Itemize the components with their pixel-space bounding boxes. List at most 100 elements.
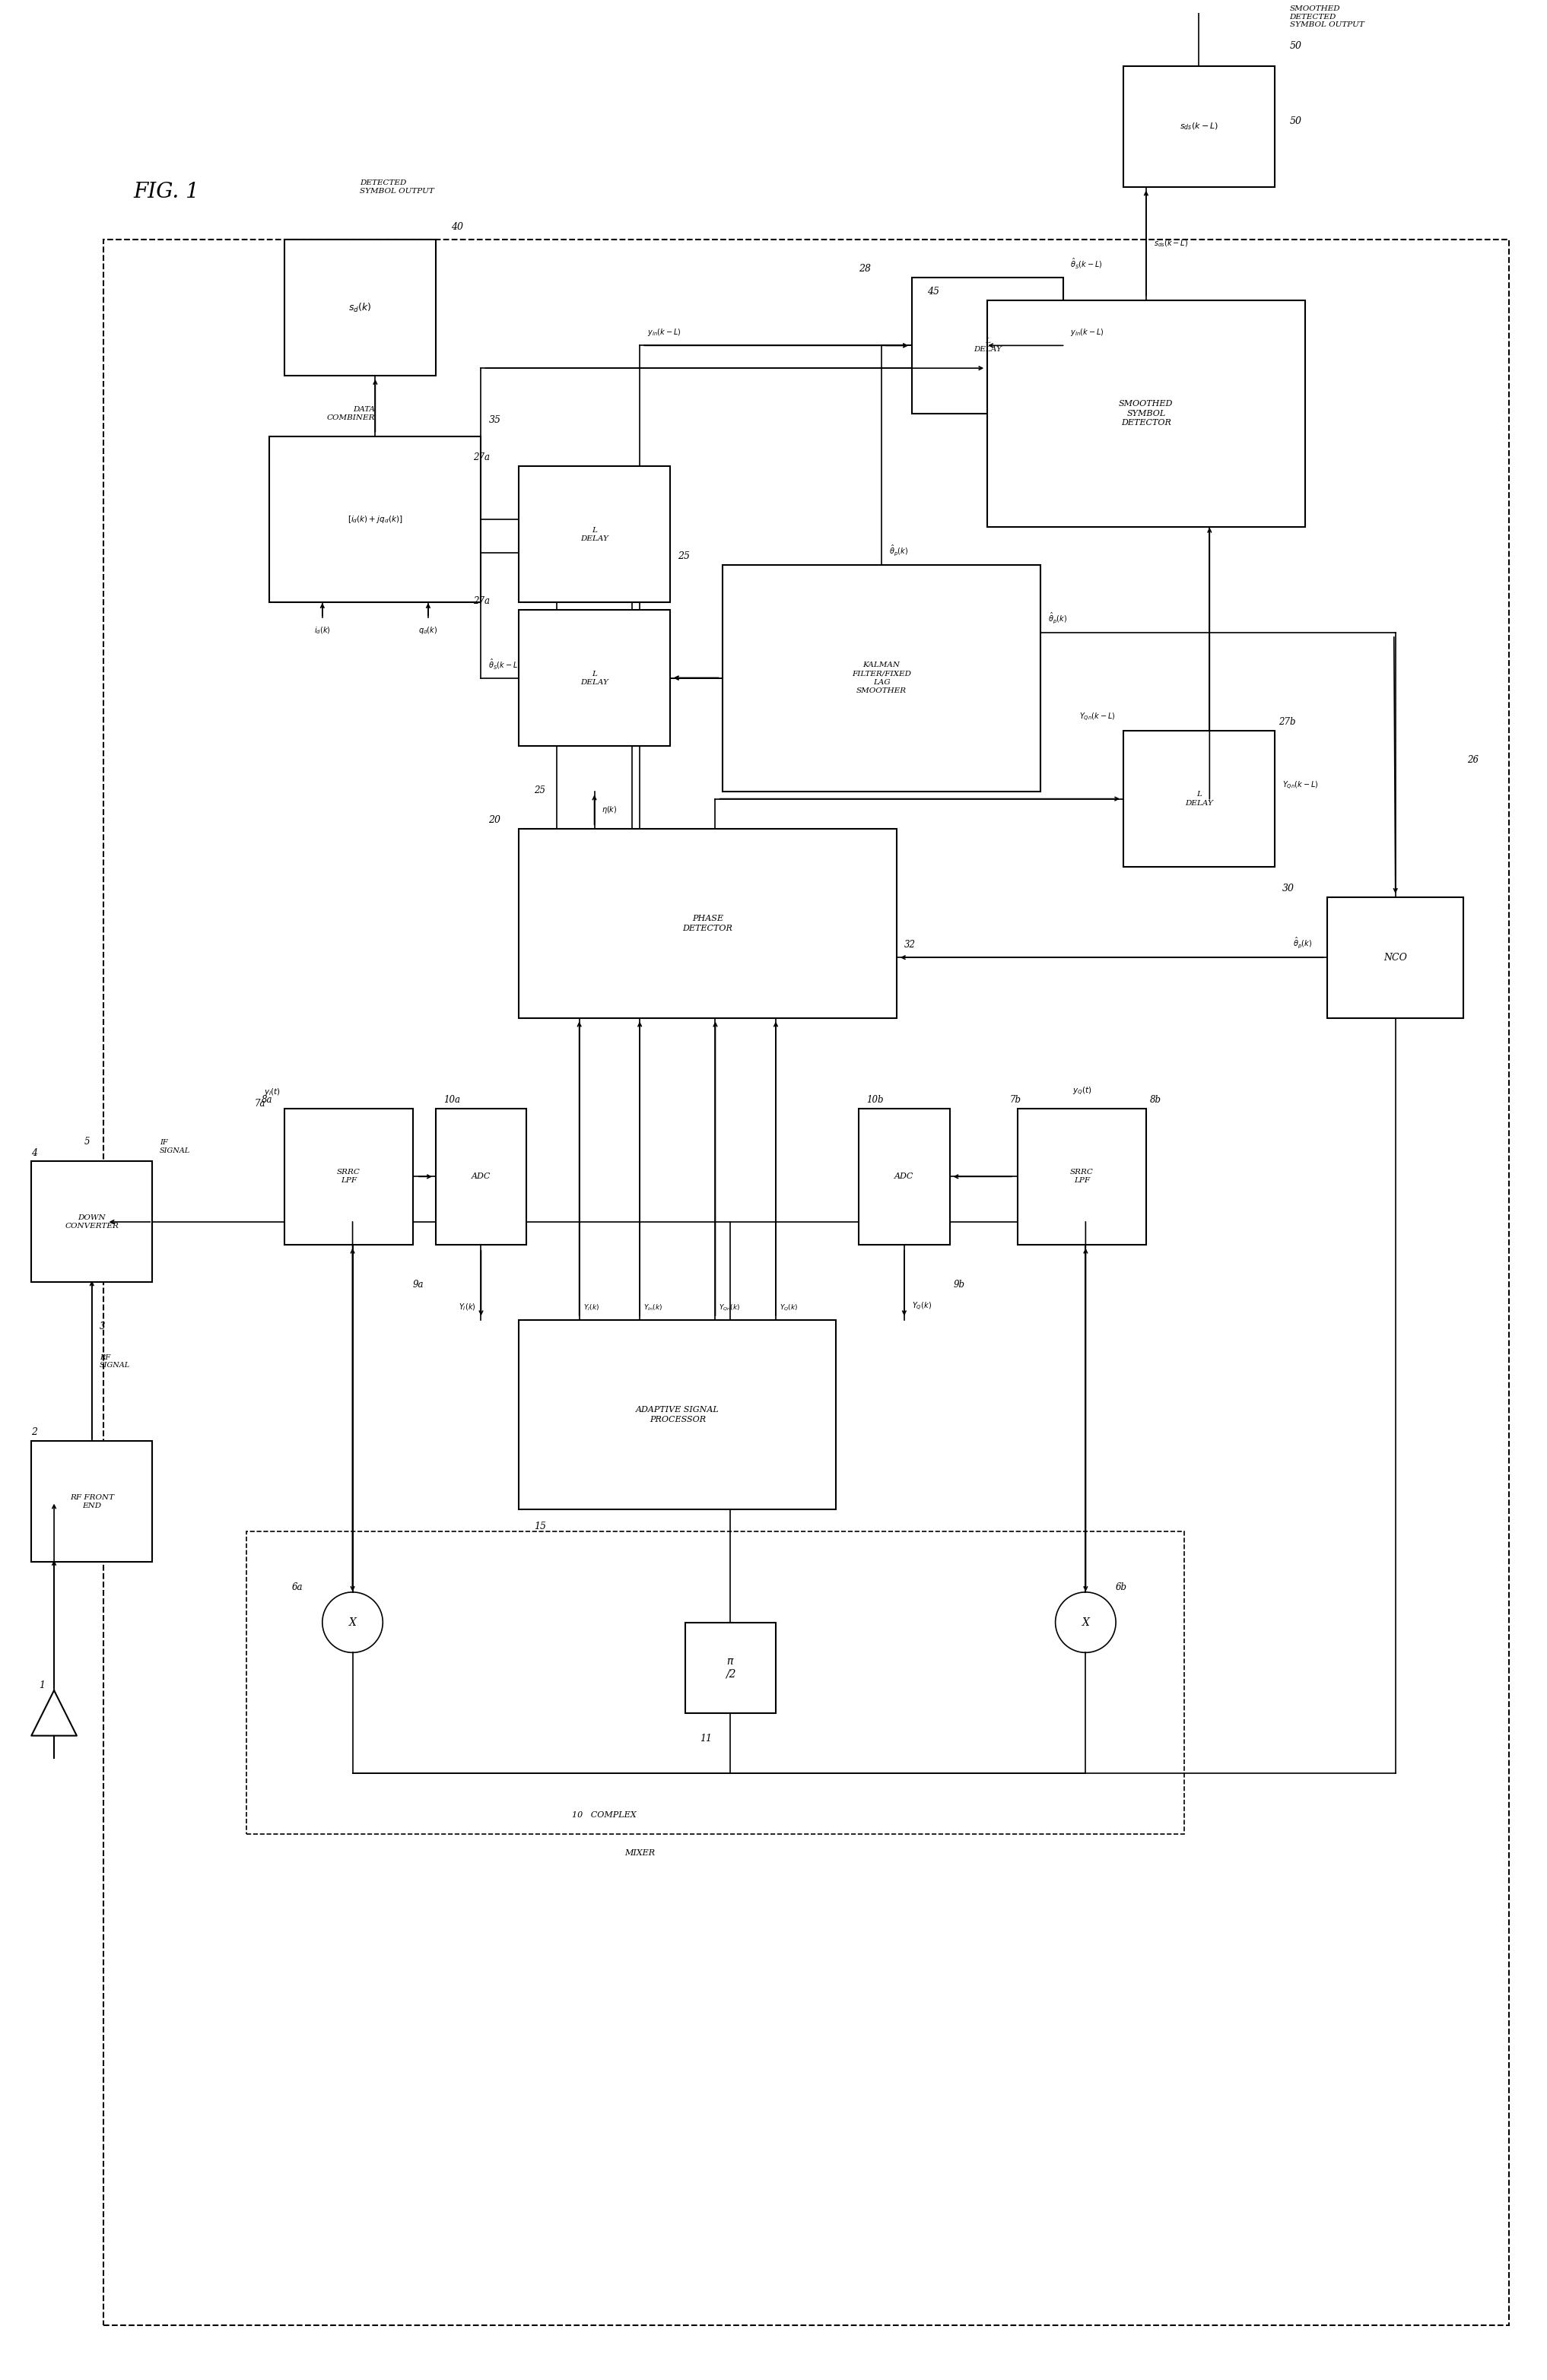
Text: 6a: 6a (292, 1583, 303, 1592)
Text: 7b: 7b (1010, 1095, 1021, 1104)
Bar (1327, 897, 1463, 1019)
Text: L
DELAY: L DELAY (580, 671, 608, 685)
Bar (518, 1321, 837, 1509)
Text: $y_I(t)$: $y_I(t)$ (265, 1088, 280, 1097)
Text: 15: 15 (534, 1521, 546, 1533)
Text: 5: 5 (84, 1138, 90, 1147)
Text: $Y_{Qn}(k-L)$: $Y_{Qn}(k-L)$ (1282, 781, 1318, 790)
Text: $s_d(k)$: $s_d(k)$ (348, 302, 371, 314)
Text: $Y_{In}(k)$: $Y_{In}(k)$ (644, 1304, 662, 1314)
Text: ADAPTIVE SIGNAL
PROCESSOR: ADAPTIVE SIGNAL PROCESSOR (636, 1407, 719, 1423)
Text: 28: 28 (859, 264, 871, 274)
Text: 30: 30 (1282, 883, 1295, 892)
Text: SRRC
LPF: SRRC LPF (337, 1169, 360, 1185)
Text: 3: 3 (99, 1321, 105, 1330)
Text: 26: 26 (1467, 754, 1479, 764)
Text: L
DELAY: L DELAY (973, 338, 1001, 352)
Bar (31, 1161, 152, 1283)
Text: L
DELAY: L DELAY (580, 526, 608, 543)
Bar (911, 278, 1063, 414)
Text: 27b: 27b (1278, 716, 1295, 726)
Text: $Y_I(k)$: $Y_I(k)$ (583, 1304, 599, 1314)
Text: $q_d(k)$: $q_d(k)$ (419, 626, 438, 635)
Bar (1123, 67, 1275, 188)
Text: 50: 50 (1290, 117, 1303, 126)
Text: $\pi$
/2: $\pi$ /2 (726, 1656, 735, 1680)
Text: 20: 20 (489, 816, 501, 826)
Text: $Y_Q(k)$: $Y_Q(k)$ (911, 1302, 931, 1314)
Text: $y_{In}(k-L)$: $y_{In}(k-L)$ (647, 328, 681, 338)
Text: $\hat{\theta}_p(k)$: $\hat{\theta}_p(k)$ (890, 543, 908, 557)
Text: X: X (348, 1616, 356, 1628)
Text: 27a: 27a (473, 452, 490, 462)
Text: KALMAN
FILTER/FIXED
LAG
SMOOTHER: KALMAN FILTER/FIXED LAG SMOOTHER (852, 662, 911, 695)
Bar (518, 466, 670, 602)
Text: 9b: 9b (953, 1280, 965, 1290)
Text: $\hat{\theta}_p(k)$: $\hat{\theta}_p(k)$ (1293, 935, 1312, 950)
Text: L
DELAY: L DELAY (1185, 790, 1213, 807)
Text: $s_{ds}(k-L)$: $s_{ds}(k-L)$ (1154, 238, 1188, 248)
Text: RF
SIGNAL: RF SIGNAL (99, 1354, 130, 1368)
Text: $\hat{\theta}_p(k)$: $\hat{\theta}_p(k)$ (1047, 612, 1067, 626)
Text: $y_{In}(k-L)$: $y_{In}(k-L)$ (1071, 328, 1105, 338)
Bar (1018, 1109, 1146, 1245)
Text: $Y_{Qn}(k-L)$: $Y_{Qn}(k-L)$ (1080, 712, 1115, 724)
Text: 6b: 6b (1115, 1583, 1128, 1592)
Text: 11: 11 (701, 1733, 712, 1742)
Bar (518, 828, 897, 1019)
Text: FIG. 1: FIG. 1 (133, 181, 200, 202)
Text: 32: 32 (905, 940, 916, 950)
Bar (518, 609, 670, 745)
Text: 10   COMPLEX: 10 COMPLEX (572, 1811, 636, 1818)
Text: $\hat{\theta}_S(k-L)$: $\hat{\theta}_S(k-L)$ (1071, 257, 1103, 269)
Text: DATA
COMBINER: DATA COMBINER (326, 407, 376, 421)
Text: 2: 2 (31, 1428, 37, 1438)
Text: 10a: 10a (444, 1095, 459, 1104)
Text: $s_{ds}(k-L)$: $s_{ds}(k-L)$ (1179, 121, 1219, 131)
Text: 27a: 27a (473, 597, 490, 607)
Text: $Y_I(k)$: $Y_I(k)$ (458, 1302, 475, 1314)
Text: 25: 25 (534, 785, 546, 795)
Text: 35: 35 (489, 414, 501, 424)
Bar (285, 240, 436, 376)
Text: 1: 1 (39, 1680, 45, 1690)
Text: $Y_Q(k)$: $Y_Q(k)$ (780, 1302, 798, 1314)
Text: ADC: ADC (472, 1173, 490, 1180)
Text: 10b: 10b (866, 1095, 883, 1104)
Text: SRRC
LPF: SRRC LPF (1071, 1169, 1094, 1185)
Bar (859, 1109, 950, 1245)
Text: IF
SIGNAL: IF SIGNAL (159, 1140, 190, 1154)
Text: $Y_{Qn}(k)$: $Y_{Qn}(k)$ (719, 1302, 741, 1314)
Bar (987, 300, 1304, 526)
Text: X: X (1081, 1616, 1089, 1628)
Text: 45: 45 (927, 286, 939, 298)
Bar (1123, 731, 1275, 866)
Text: 7a: 7a (254, 1100, 266, 1109)
Text: DOWN
CONVERTER: DOWN CONVERTER (65, 1214, 119, 1230)
Text: $i_d(k)$: $i_d(k)$ (314, 626, 331, 635)
Bar (31, 1440, 152, 1561)
Text: SMOOTHED
DETECTED
SYMBOL OUTPUT: SMOOTHED DETECTED SYMBOL OUTPUT (1290, 5, 1364, 29)
Text: RF FRONT
END: RF FRONT END (70, 1495, 114, 1509)
Bar (269, 436, 481, 602)
Text: 50: 50 (1290, 40, 1303, 50)
Text: 8a: 8a (261, 1095, 272, 1104)
Text: NCO: NCO (1383, 952, 1408, 962)
Bar (722, 564, 1040, 790)
Bar (436, 1109, 526, 1245)
Text: SMOOTHED
SYMBOL
DETECTOR: SMOOTHED SYMBOL DETECTOR (1118, 400, 1173, 426)
Text: 4: 4 (31, 1147, 37, 1157)
Bar (285, 1109, 413, 1245)
Bar (685, 1623, 775, 1714)
Text: 8b: 8b (1149, 1095, 1162, 1104)
Text: $y_Q(t)$: $y_Q(t)$ (1072, 1085, 1092, 1097)
Text: $\hat{\theta}_S(k-L)$: $\hat{\theta}_S(k-L)$ (489, 657, 521, 671)
Text: PHASE
DETECTOR: PHASE DETECTOR (682, 914, 733, 933)
Text: $[i_d(k)+jq_d(k)]$: $[i_d(k)+jq_d(k)]$ (348, 514, 402, 524)
Text: MIXER: MIXER (625, 1849, 654, 1856)
Text: $\eta(k)$: $\eta(k)$ (602, 804, 617, 816)
Text: 25: 25 (678, 550, 690, 562)
Text: 9a: 9a (413, 1280, 424, 1290)
Text: ADC: ADC (894, 1173, 914, 1180)
Text: DETECTED
SYMBOL OUTPUT: DETECTED SYMBOL OUTPUT (360, 178, 435, 195)
